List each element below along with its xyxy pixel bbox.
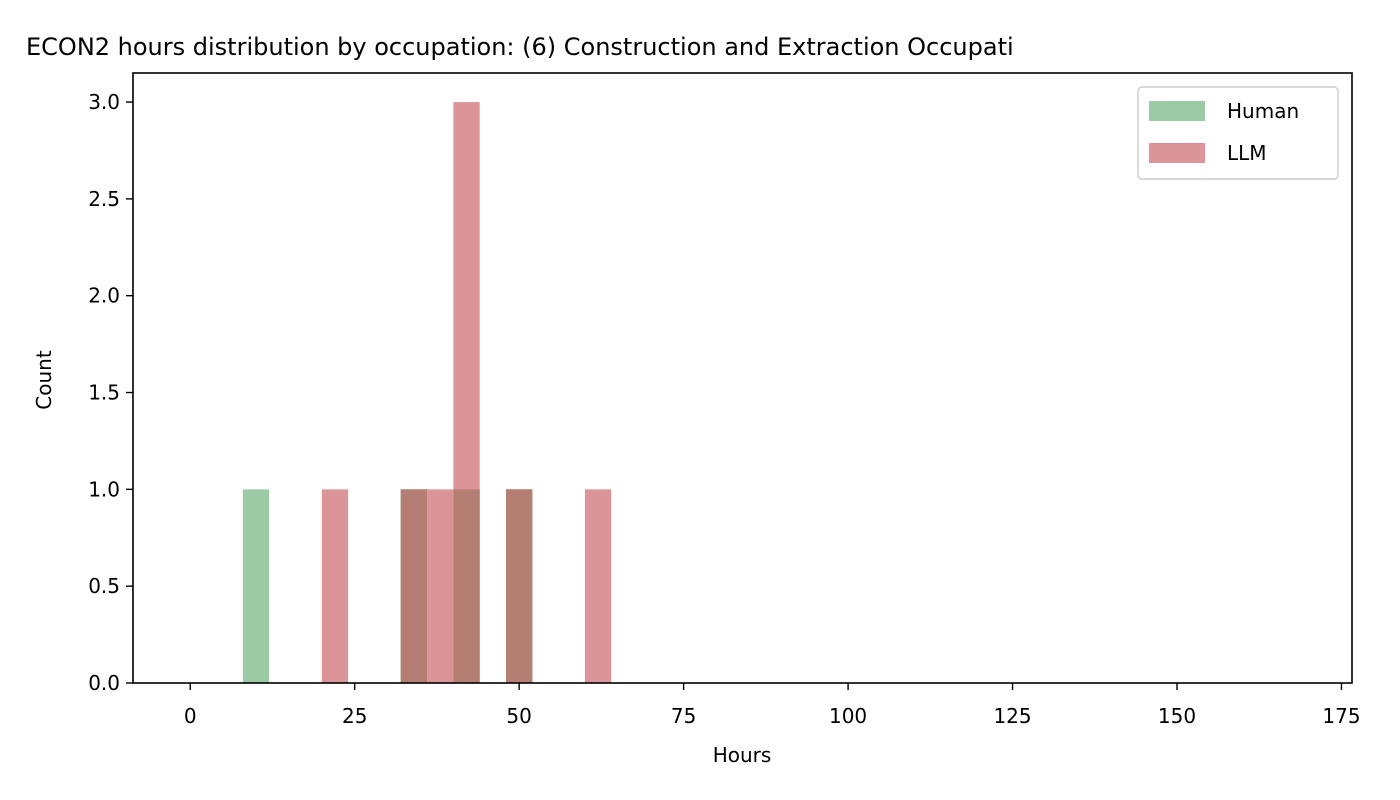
- legend-label-llm: LLM: [1227, 141, 1267, 165]
- histogram-bar-human: [242, 489, 270, 683]
- x-tick-label: 100: [829, 704, 867, 728]
- y-tick-label: 0.0: [88, 671, 120, 695]
- histogram-bar-llm: [584, 489, 612, 683]
- y-tick-label: 0.5: [88, 574, 120, 598]
- histogram-bar-overlap: [453, 489, 480, 683]
- y-tick-label: 1.0: [88, 477, 120, 501]
- x-tick-label: 150: [1158, 704, 1196, 728]
- x-tick-label: 75: [671, 704, 696, 728]
- x-tick-label: 25: [342, 704, 367, 728]
- legend-swatch-human: [1149, 101, 1205, 121]
- y-tick-label: 2.0: [88, 284, 120, 308]
- x-tick-label: 0: [184, 704, 197, 728]
- x-axis-label: Hours: [713, 743, 772, 767]
- chart-title: ECON2 hours distribution by occupation: …: [26, 33, 1014, 61]
- histogram-bar-llm: [427, 489, 454, 683]
- legend: Human LLM: [1137, 86, 1339, 180]
- plot-frame: [132, 72, 1353, 684]
- x-tick-label: 125: [993, 704, 1031, 728]
- histogram-bar-overlap: [506, 489, 533, 683]
- plot-area: 0 25 50 75 100 125 150 175 0.0 0.5 1.0 1.5 2.0 2.5 3.0: [88, 72, 1361, 728]
- x-tick-label: 175: [1322, 704, 1360, 728]
- histogram-bar-llm: [321, 489, 349, 683]
- legend-swatch-llm: [1149, 143, 1205, 163]
- y-axis-label: Count: [32, 350, 56, 410]
- y-tick-label: 1.5: [88, 381, 120, 405]
- y-tick-label: 3.0: [88, 90, 120, 114]
- y-tick-label: 2.5: [88, 187, 120, 211]
- histogram-bar-overlap: [400, 489, 428, 683]
- legend-label-human: Human: [1227, 99, 1299, 123]
- x-tick-label: 50: [506, 704, 531, 728]
